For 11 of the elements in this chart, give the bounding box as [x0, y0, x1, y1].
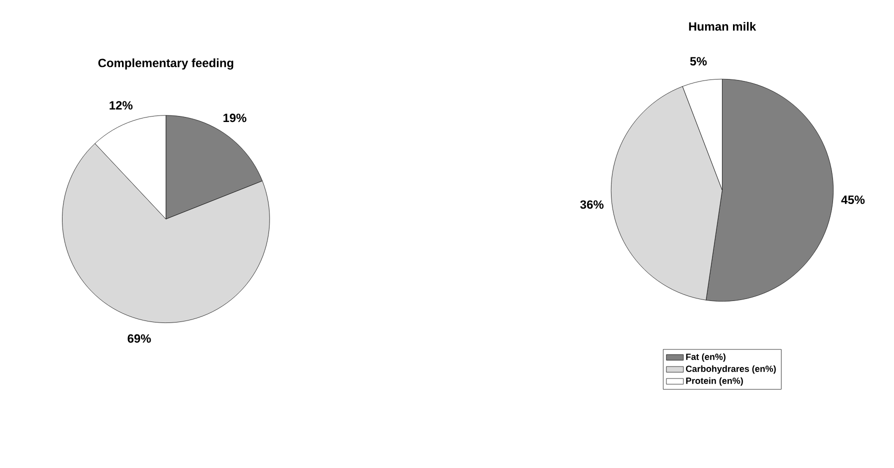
legend-label: Carbohydrares (en%)	[686, 365, 776, 374]
legend-label: Protein (en%)	[686, 377, 743, 386]
data-label: 45%	[841, 196, 865, 204]
data-label: 5%	[690, 57, 707, 66]
data-label: 19%	[224, 114, 246, 122]
chart-title: Complementary feeding	[98, 58, 234, 70]
chart-title: Human milk	[689, 22, 756, 31]
legend-label: Fat (en%)	[686, 353, 726, 362]
data-label: 12%	[110, 101, 133, 110]
data-label: 69%	[128, 334, 151, 343]
data-label: 36%	[580, 200, 604, 209]
